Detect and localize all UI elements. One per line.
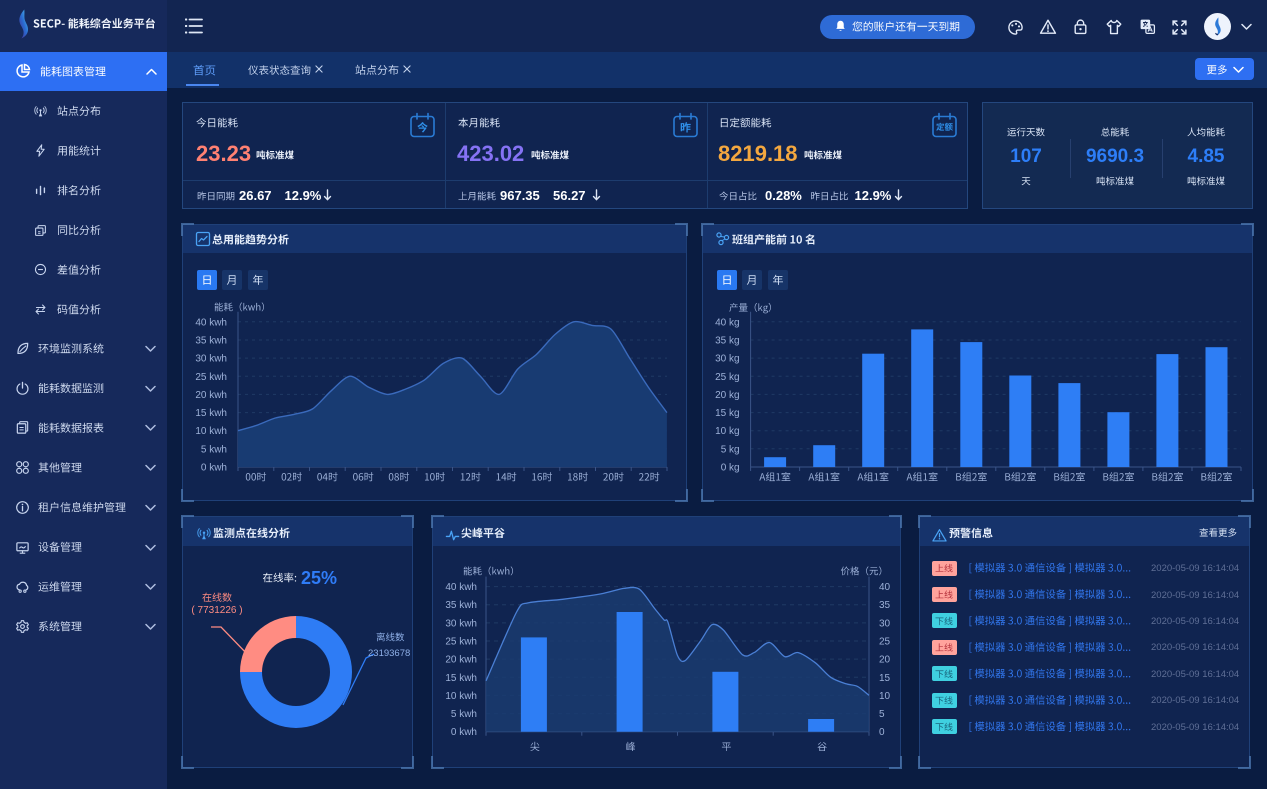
svg-text:10 kwh: 10 kwh xyxy=(445,691,477,702)
svg-text:0 kwh: 0 kwh xyxy=(451,727,477,738)
svg-text:30 kwh: 30 kwh xyxy=(445,618,477,629)
svg-text:30: 30 xyxy=(879,618,891,629)
svg-text:40 kg: 40 kg xyxy=(715,317,739,328)
svg-text:5 kwh: 5 kwh xyxy=(451,709,477,720)
svg-text:10: 10 xyxy=(879,691,891,702)
svg-text:15 kwh: 15 kwh xyxy=(195,408,227,419)
svg-text:15 kg: 15 kg xyxy=(715,408,739,419)
svg-text:35 kwh: 35 kwh xyxy=(445,600,477,611)
svg-text:25 kwh: 25 kwh xyxy=(195,372,227,383)
svg-text:0 kg: 0 kg xyxy=(721,463,740,474)
svg-text:10 kwh: 10 kwh xyxy=(195,426,227,437)
svg-text:15 kwh: 15 kwh xyxy=(445,673,477,684)
svg-text:20: 20 xyxy=(879,655,891,666)
svg-text:25: 25 xyxy=(879,637,891,648)
svg-text:10 kg: 10 kg xyxy=(715,426,739,437)
svg-text:0 kwh: 0 kwh xyxy=(201,463,227,474)
svg-text:20 kwh: 20 kwh xyxy=(445,655,477,666)
svg-text:35: 35 xyxy=(879,600,891,611)
svg-text:20 kg: 20 kg xyxy=(715,390,739,401)
svg-text:0: 0 xyxy=(879,727,885,738)
svg-text:20 kwh: 20 kwh xyxy=(195,390,227,401)
svg-text:25 kg: 25 kg xyxy=(715,372,739,383)
svg-text:5 kg: 5 kg xyxy=(721,444,740,455)
svg-text:5 kwh: 5 kwh xyxy=(201,444,227,455)
svg-text:30 kwh: 30 kwh xyxy=(195,354,227,365)
svg-text:40 kwh: 40 kwh xyxy=(445,582,477,593)
svg-text:5: 5 xyxy=(879,709,885,720)
svg-text:30 kg: 30 kg xyxy=(715,354,739,365)
svg-text:40 kwh: 40 kwh xyxy=(195,317,227,328)
svg-text:25 kwh: 25 kwh xyxy=(445,637,477,648)
svg-text:40: 40 xyxy=(879,582,891,593)
svg-text:15: 15 xyxy=(879,673,891,684)
svg-text:35 kg: 35 kg xyxy=(715,336,739,347)
svg-text:35 kwh: 35 kwh xyxy=(195,336,227,347)
